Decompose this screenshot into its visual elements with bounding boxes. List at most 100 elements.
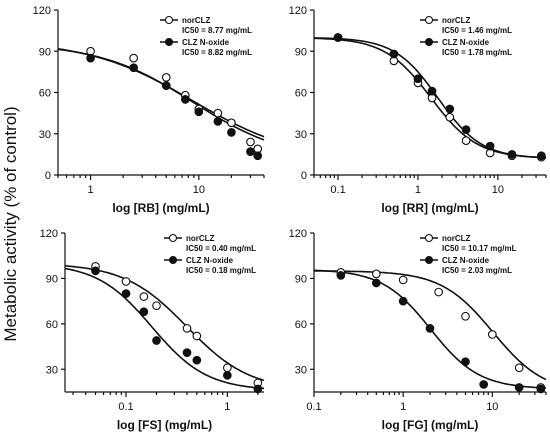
y-tick-label: 120 <box>289 228 307 240</box>
data-point-filled <box>86 53 95 63</box>
y-tick-label: 120 <box>40 228 58 240</box>
legend-ic50-value: IC50 = 1.78 mg/mL <box>442 48 512 57</box>
x-tick-label: 1 <box>88 184 94 196</box>
x-tick-label: 0.1 <box>330 184 345 196</box>
data-point-open <box>227 118 236 128</box>
fitted-curve <box>64 267 265 390</box>
legend-series-name: CLZ N-oxide <box>442 38 490 47</box>
data-point-filled <box>139 307 149 317</box>
x-tick-label: 0.1 <box>118 401 133 413</box>
legend-series-name: norCLZ <box>442 234 471 243</box>
legend-series-name: CLZ N-oxide <box>186 256 234 265</box>
legend-marker <box>168 233 178 243</box>
data-point-filled <box>121 289 131 298</box>
data-point-open <box>514 363 524 373</box>
data-point-filled <box>371 278 381 288</box>
y-tick-label: 0 <box>301 170 307 182</box>
x-tick-label: 10 <box>486 401 498 413</box>
legend-ic50-value: IC50 = 0.18 mg/mL <box>186 266 256 275</box>
legend-ic50-value: IC50 = 10.17 mg/mL <box>442 244 517 253</box>
y-tick-label: 90 <box>295 46 307 58</box>
x-tick-label: 1 <box>400 401 406 413</box>
y-tick-label: 90 <box>295 273 307 285</box>
legend-marker <box>164 37 174 47</box>
legend-ic50-value: IC50 = 8.82 mg/mL <box>182 48 252 57</box>
data-point-filled <box>129 63 139 73</box>
y-tick-label: 120 <box>289 5 307 17</box>
y-tick-label: 30 <box>39 129 51 141</box>
legend-series-name: norCLZ <box>442 16 471 25</box>
legend-marker <box>168 255 178 265</box>
data-point-filled <box>485 141 495 151</box>
data-point-filled <box>182 348 192 357</box>
data-point-open <box>445 112 455 122</box>
data-point-filled <box>413 74 423 84</box>
data-point-open <box>139 292 149 301</box>
data-point-filled <box>194 107 204 117</box>
legend-series-name: CLZ N-oxide <box>182 38 230 47</box>
data-point-filled <box>180 95 190 104</box>
y-tick-label: 60 <box>46 319 58 331</box>
data-point-open <box>246 137 255 147</box>
data-point-filled <box>461 357 470 367</box>
data-point-open <box>121 277 131 286</box>
y-tick-label: 30 <box>295 129 307 141</box>
y-tick-label: 90 <box>39 46 51 58</box>
shared-y-axis-label: Metabolic activity (% of control) <box>1 106 20 341</box>
data-point-filled <box>253 384 263 394</box>
x-tick-label: 1 <box>224 401 230 413</box>
data-point-filled <box>192 355 202 365</box>
legend-ic50-value: IC50 = 1.46 mg/mL <box>442 26 512 35</box>
x-axis-label: log [FG] (mg/mL) <box>382 418 479 432</box>
data-point-open <box>192 331 202 341</box>
y-tick-label: 60 <box>295 319 307 331</box>
data-point-filled <box>445 104 455 114</box>
fitted-curve <box>64 265 265 382</box>
data-point-filled <box>537 151 546 161</box>
data-point-filled <box>152 336 161 345</box>
data-point-filled <box>425 324 435 333</box>
x-tick-label: 0.1 <box>306 401 321 413</box>
data-point-open <box>182 324 192 333</box>
data-point-filled <box>222 370 232 380</box>
data-point-filled <box>253 151 263 161</box>
y-tick-label: 30 <box>295 364 307 376</box>
data-point-filled <box>213 117 223 126</box>
data-point-open <box>487 330 497 339</box>
legend-marker <box>424 233 434 243</box>
data-point-filled <box>91 266 100 276</box>
data-point-open <box>434 287 443 297</box>
data-point-open <box>161 73 171 82</box>
legend-marker <box>424 15 434 25</box>
y-tick-label: 90 <box>46 273 58 285</box>
fitted-curve <box>314 37 547 159</box>
legend-marker <box>164 15 174 25</box>
y-tick-label: 60 <box>39 88 51 100</box>
data-point-filled <box>333 33 343 42</box>
legend-series-name: norCLZ <box>182 16 211 25</box>
fitted-curve <box>314 270 547 381</box>
data-point-filled <box>514 383 524 392</box>
data-point-filled <box>536 384 546 394</box>
x-tick-label: 10 <box>492 184 504 196</box>
legend-ic50-value: IC50 = 0.40 mg/mL <box>186 244 256 253</box>
data-point-open <box>213 108 223 118</box>
legend-marker <box>424 37 434 47</box>
data-point-filled <box>427 86 437 96</box>
data-point-filled <box>336 271 346 280</box>
legend-ic50-value: IC50 = 8.77 mg/mL <box>182 26 252 35</box>
y-tick-label: 30 <box>46 364 58 376</box>
x-axis-label: log [RR] (mg/mL) <box>381 201 478 215</box>
data-point-filled <box>389 49 399 59</box>
data-point-open <box>371 269 381 279</box>
y-tick-label: 60 <box>295 88 307 100</box>
x-tick-label: 1 <box>415 184 421 196</box>
y-tick-label: 0 <box>45 170 51 182</box>
data-point-filled <box>161 81 171 90</box>
data-point-open <box>222 363 232 373</box>
data-point-filled <box>246 147 255 156</box>
x-axis-label: log [RB] (mg/mL) <box>112 201 209 215</box>
y-tick-label: 120 <box>33 5 51 17</box>
data-point-filled <box>398 296 408 306</box>
